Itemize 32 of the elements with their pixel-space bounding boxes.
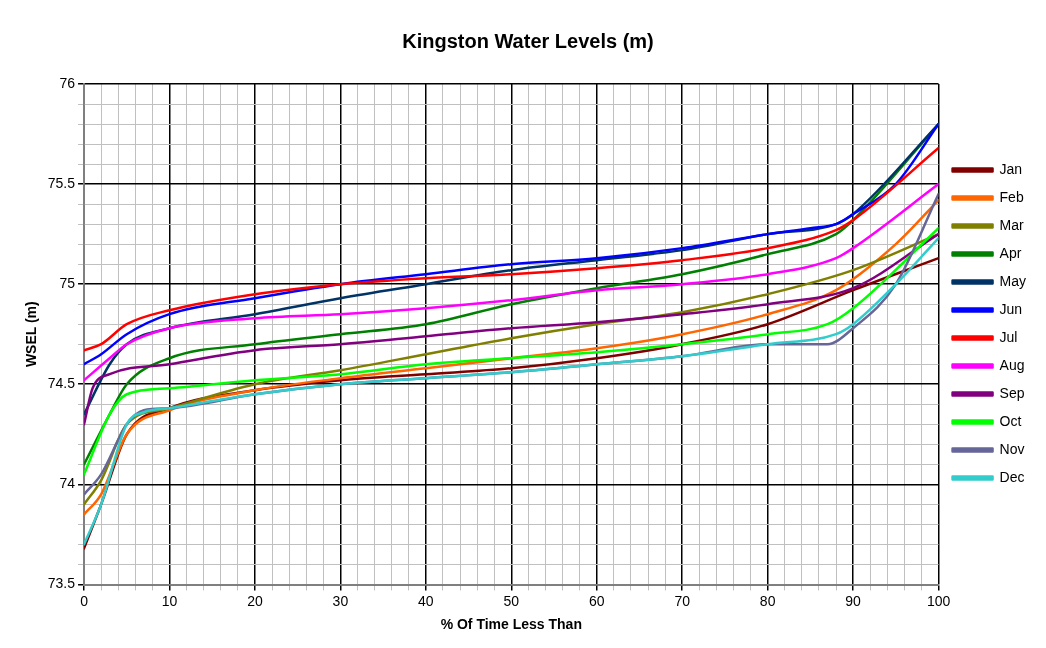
legend-label: May [999,272,1026,289]
legend-label: Nov [999,440,1025,457]
legend-label: Jan [999,160,1023,177]
legend-label: Jun [999,300,1023,317]
y-tick-label: 73.5 [47,575,76,592]
x-tick-label: 30 [332,592,349,609]
legend-label: Feb [999,188,1024,205]
y-tick-label: 75 [59,275,76,292]
x-tick-label: 20 [247,592,263,609]
y-tick-label: 75.5 [47,174,76,191]
x-tick-label: 0 [80,592,89,609]
legend-label: Dec [999,468,1025,485]
y-tick-label: 76 [59,74,76,91]
legend-label: Sep [999,384,1025,401]
x-tick-label: 60 [588,592,605,609]
chart-title: Kingston Water Levels (m) [402,29,654,52]
x-tick-label: 50 [503,592,520,609]
x-tick-label: 100 [926,592,951,609]
x-tick-label: 10 [161,592,178,609]
y-tick-label: 74.5 [47,375,76,392]
legend-label: Jul [999,328,1018,345]
legend-label: Mar [999,216,1024,233]
x-tick-label: 40 [418,592,434,609]
y-axis-title: WSEL (m) [23,301,40,368]
x-tick-label: 70 [674,592,691,609]
x-tick-label: 90 [845,592,862,609]
x-axis-title: % Of Time Less Than [440,616,582,633]
legend-label: Aug [999,356,1025,373]
x-tick-label: 80 [759,592,776,609]
legend-label: Oct [999,412,1022,429]
legend-label: Apr [999,244,1022,261]
y-tick-label: 74 [59,475,76,492]
